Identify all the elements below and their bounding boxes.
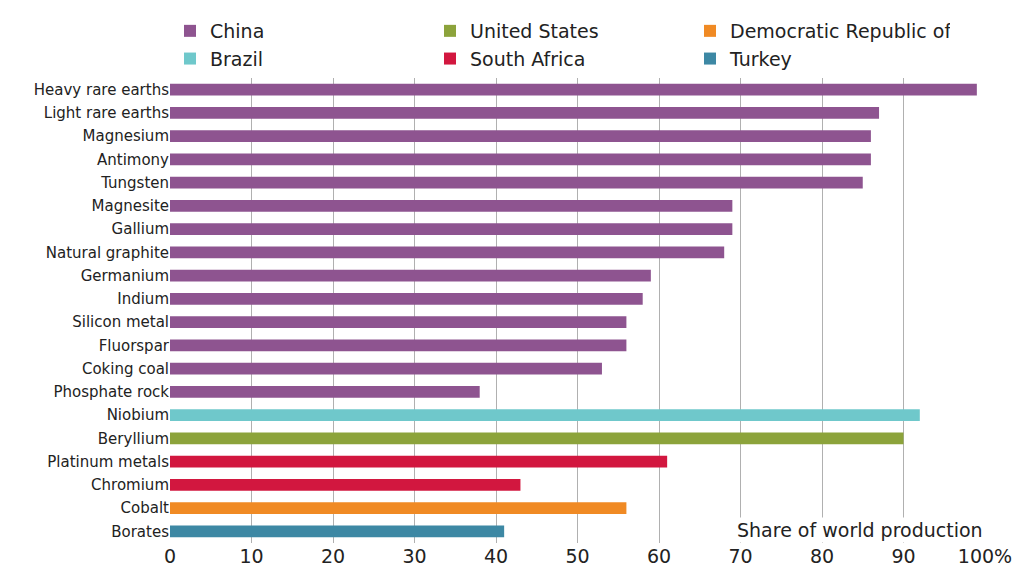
svg-text:Share of world production: Share of world production [737,519,983,541]
svg-text:Borates: Borates [111,523,169,541]
svg-text:United States: United States [470,20,599,42]
svg-text:100%: 100% [958,545,1012,567]
svg-text:10: 10 [239,545,263,567]
svg-text:Phosphate rock: Phosphate rock [53,383,169,401]
svg-text:80: 80 [810,545,834,567]
svg-text:Beryllium: Beryllium [98,430,169,448]
svg-text:Turkey: Turkey [729,48,792,70]
svg-text:Tungsten: Tungsten [100,174,169,192]
svg-text:Germanium: Germanium [81,267,169,285]
svg-text:0: 0 [164,545,176,567]
svg-text:Gallium: Gallium [112,220,169,238]
svg-text:Platinum metals: Platinum metals [47,453,169,471]
svg-text:Chromium: Chromium [91,476,169,494]
svg-text:70: 70 [728,545,752,567]
svg-text:Democratic Republic of Congo: Democratic Republic of Congo [730,20,950,42]
svg-text:50: 50 [565,545,589,567]
svg-text:Light rare earths: Light rare earths [44,104,169,122]
svg-text:Heavy rare earths: Heavy rare earths [34,81,169,99]
svg-text:Niobium: Niobium [107,406,169,424]
svg-text:Brazil: Brazil [210,48,263,70]
svg-text:90: 90 [891,545,915,567]
svg-text:30: 30 [402,545,426,567]
svg-text:Cobalt: Cobalt [121,499,170,517]
svg-text:Coking coal: Coking coal [82,360,169,378]
svg-text:Magnesium: Magnesium [83,127,170,145]
svg-text:South Africa: South Africa [470,48,585,70]
svg-text:Antimony: Antimony [97,151,169,169]
svg-text:40: 40 [484,545,508,567]
svg-text:Natural graphite: Natural graphite [46,244,169,262]
svg-text:60: 60 [647,545,671,567]
svg-text:Silicon metal: Silicon metal [72,313,169,331]
svg-text:Magnesite: Magnesite [92,197,169,215]
svg-text:Fluorspar: Fluorspar [99,337,170,355]
svg-text:Indium: Indium [117,290,169,308]
svg-text:20: 20 [321,545,345,567]
svg-text:China: China [210,20,264,42]
